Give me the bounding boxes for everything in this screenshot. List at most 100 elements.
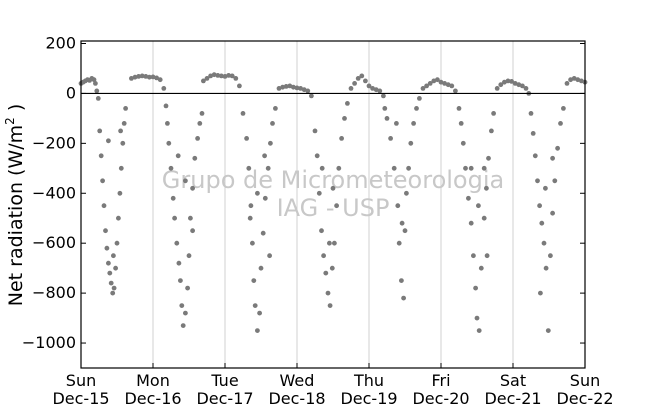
data-point	[95, 96, 101, 101]
data-point	[550, 210, 555, 216]
data-point	[414, 106, 419, 111]
data-point	[468, 165, 474, 171]
data-point	[233, 76, 239, 81]
data-point	[172, 215, 178, 221]
data-point	[132, 74, 138, 80]
data-point	[91, 77, 97, 83]
data-point	[339, 136, 344, 141]
data-point	[267, 253, 272, 259]
watermark-line: IAG - USP	[277, 194, 390, 222]
x-tick-label-day: Mon	[136, 371, 170, 390]
data-point	[377, 88, 383, 94]
data-point	[476, 328, 482, 333]
data-point	[183, 310, 188, 316]
y-tick-label: 200	[45, 33, 76, 52]
data-point	[118, 128, 123, 134]
data-point	[319, 228, 324, 234]
data-point	[330, 185, 336, 191]
data-point	[113, 265, 118, 271]
data-point	[255, 190, 260, 196]
data-point	[334, 203, 339, 209]
data-point	[314, 153, 320, 159]
data-point	[103, 228, 108, 234]
data-point	[201, 78, 206, 84]
data-point	[399, 278, 404, 283]
data-point	[561, 106, 566, 111]
data-point	[391, 165, 397, 171]
data-point	[498, 82, 504, 88]
data-point	[478, 265, 484, 271]
data-point	[106, 260, 111, 266]
data-point	[204, 76, 210, 81]
data-point	[165, 121, 170, 126]
data-point	[163, 103, 169, 109]
data-point	[111, 253, 116, 259]
data-point	[195, 136, 201, 141]
data-point	[528, 111, 534, 116]
y-tick-label: −800	[32, 283, 76, 302]
data-point	[97, 128, 103, 134]
data-point	[332, 240, 337, 246]
data-point	[190, 228, 196, 234]
data-point	[388, 136, 393, 141]
x-tick-label-day: Thu	[353, 371, 384, 390]
y-tick-label: −400	[32, 183, 76, 202]
data-point	[237, 83, 242, 89]
data-point	[100, 178, 105, 184]
data-point	[257, 310, 262, 316]
data-point	[473, 285, 478, 291]
data-point	[283, 84, 289, 89]
data-point	[352, 81, 357, 86]
data-point	[316, 190, 322, 196]
x-tick-label-date: Dec-18	[268, 389, 325, 408]
data-point	[486, 155, 491, 161]
data-point	[150, 74, 156, 80]
data-point	[179, 303, 185, 308]
data-point	[442, 81, 447, 86]
data-point	[535, 178, 540, 184]
data-point	[539, 220, 545, 226]
x-tick-label-date: Dec-19	[340, 389, 397, 408]
data-point	[258, 265, 264, 271]
data-point	[98, 153, 104, 159]
data-point	[244, 136, 250, 141]
data-point	[401, 295, 406, 301]
vertical-grid	[152, 41, 514, 368]
data-point	[246, 165, 252, 171]
data-point	[262, 153, 267, 159]
x-tick-label-day: Sun	[66, 371, 96, 390]
data-point	[537, 203, 542, 209]
data-point	[327, 240, 332, 246]
data-point	[408, 140, 414, 146]
data-point	[110, 290, 116, 296]
data-point	[120, 140, 126, 146]
data-point	[336, 165, 342, 171]
y-tick-label: −200	[32, 133, 76, 152]
data-point	[255, 328, 260, 333]
data-point	[491, 111, 496, 116]
data-point	[523, 86, 529, 91]
y-axis-label-suffix: )	[5, 104, 27, 117]
data-point	[538, 290, 543, 296]
y-tick-label: 0	[66, 83, 76, 102]
x-tick-label-date: Dec-15	[52, 389, 109, 408]
x-tick-label-date: Dec-21	[484, 389, 541, 408]
y-axis-ticks: 200 0 −200 −400 −600 −800 −1000	[22, 33, 585, 352]
data-point	[111, 285, 117, 291]
data-point	[248, 203, 254, 209]
data-point	[458, 121, 464, 126]
data-point	[449, 83, 455, 89]
data-point	[381, 93, 386, 99]
data-point	[323, 270, 329, 276]
data-point	[101, 203, 107, 209]
data-point	[139, 73, 145, 79]
data-point	[404, 190, 409, 196]
data-point	[363, 78, 368, 84]
data-point	[104, 245, 110, 251]
data-point	[168, 165, 174, 171]
data-points	[78, 72, 588, 333]
data-point	[552, 178, 558, 184]
data-point	[579, 78, 584, 84]
data-point	[174, 240, 180, 246]
data-point	[197, 121, 203, 126]
